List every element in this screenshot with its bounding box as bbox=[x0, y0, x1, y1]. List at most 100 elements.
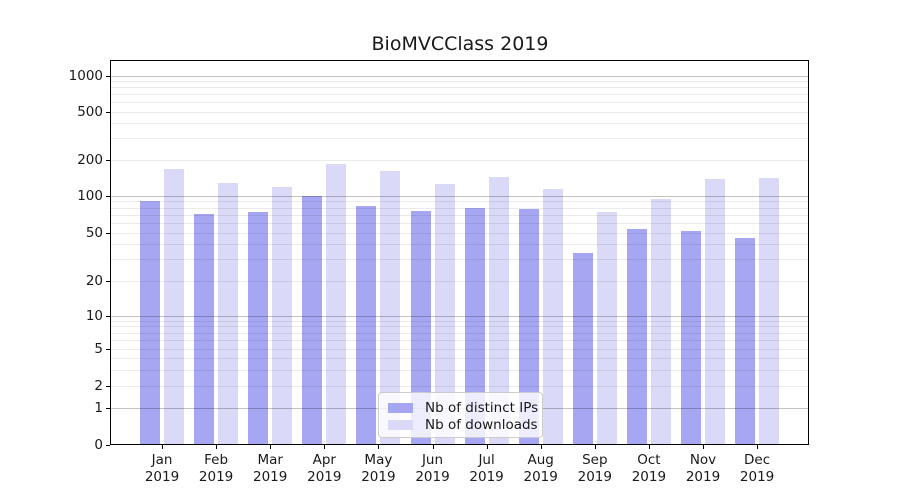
x-label-year: 2019 bbox=[307, 469, 342, 485]
x-axis-tick-label: Oct 2019 bbox=[617, 452, 681, 486]
bar-downloads bbox=[380, 171, 401, 444]
legend-item-distinct-ips: Nb of distinct IPs bbox=[388, 399, 542, 416]
y-tick-mark bbox=[106, 111, 110, 113]
y-axis-tick-label: 50 bbox=[85, 224, 103, 241]
gridline-minor bbox=[111, 102, 808, 103]
y-axis-tick-label: 10 bbox=[85, 307, 103, 324]
x-axis-tick-label: Nov 2019 bbox=[671, 452, 735, 486]
y-tick-mark bbox=[106, 407, 110, 409]
y-tick-mark bbox=[106, 280, 110, 282]
bar-distinct-ips bbox=[302, 195, 323, 444]
bar-distinct-ips bbox=[140, 200, 160, 444]
bar-distinct-ips bbox=[518, 208, 539, 444]
gridline-minor bbox=[111, 333, 808, 334]
bar-downloads bbox=[542, 188, 563, 444]
x-tick-mark bbox=[594, 445, 596, 449]
y-tick-mark bbox=[106, 386, 110, 387]
bar-distinct-ips bbox=[410, 210, 431, 444]
y-axis-tick-label: 100 bbox=[77, 187, 103, 204]
gridline-minor bbox=[111, 112, 808, 113]
y-axis-tick-label: 5 bbox=[94, 341, 103, 357]
x-tick-mark bbox=[648, 445, 650, 449]
y-axis-tick-label: 20 bbox=[85, 272, 103, 289]
bar-downloads bbox=[650, 198, 671, 444]
bar-downloads bbox=[759, 177, 780, 444]
gridline-minor bbox=[111, 340, 808, 341]
bar-distinct-ips bbox=[626, 229, 647, 444]
x-label-month: May bbox=[364, 452, 393, 468]
x-label-year: 2019 bbox=[469, 469, 504, 485]
bar-downloads bbox=[164, 169, 184, 444]
gridline-major bbox=[111, 316, 808, 317]
gridline-minor bbox=[111, 233, 808, 234]
y-tick-mark bbox=[106, 445, 110, 446]
y-tick-mark bbox=[106, 75, 110, 77]
y-tick-mark bbox=[106, 349, 110, 350]
y-axis-tick-label: 500 bbox=[77, 103, 103, 120]
x-axis-tick-label: Dec 2019 bbox=[725, 452, 789, 486]
x-label-month: Sep bbox=[582, 452, 608, 468]
x-tick-mark bbox=[757, 445, 759, 449]
x-label-year: 2019 bbox=[631, 469, 667, 485]
gridline-major bbox=[111, 196, 808, 197]
legend-label-downloads: Nb of downloads bbox=[425, 416, 538, 433]
x-tick-mark bbox=[703, 445, 704, 449]
x-axis-tick-label: Jan 2019 bbox=[130, 452, 194, 486]
x-label-year: 2019 bbox=[739, 469, 775, 485]
bar-distinct-ips bbox=[681, 231, 701, 444]
x-tick-mark bbox=[216, 445, 218, 449]
gridline-minor bbox=[111, 94, 808, 95]
bar-downloads bbox=[705, 178, 725, 444]
bar-distinct-ips bbox=[248, 211, 269, 444]
x-tick-mark bbox=[378, 445, 380, 449]
x-label-year: 2019 bbox=[253, 469, 288, 485]
x-axis-tick-label: Sep 2019 bbox=[563, 452, 627, 486]
gridline-minor bbox=[111, 201, 808, 202]
y-axis-tick-label: 200 bbox=[77, 151, 103, 168]
bar-downloads bbox=[596, 211, 617, 444]
x-label-month: Feb bbox=[204, 452, 229, 468]
x-tick-mark bbox=[540, 445, 542, 449]
gridline-minor bbox=[111, 123, 808, 124]
x-label-month: Nov bbox=[689, 452, 717, 468]
bar-distinct-ips bbox=[464, 207, 485, 444]
gridline-minor bbox=[111, 138, 808, 139]
bar-downloads bbox=[218, 182, 239, 444]
y-axis-tick-label: 0 bbox=[94, 437, 103, 453]
x-label-year: 2019 bbox=[523, 469, 558, 485]
x-label-month: Jul bbox=[478, 452, 495, 468]
x-tick-mark bbox=[162, 445, 163, 449]
gridline-minor bbox=[111, 386, 808, 387]
gridline-minor bbox=[111, 321, 808, 322]
gridline-minor bbox=[111, 370, 808, 371]
x-axis-tick-label: May 2019 bbox=[346, 452, 410, 486]
gridline-major bbox=[111, 76, 808, 77]
gridline-minor bbox=[111, 87, 808, 88]
gridline-minor bbox=[111, 223, 808, 224]
gridline-minor bbox=[111, 349, 808, 350]
bar-downloads bbox=[326, 163, 347, 444]
x-label-month: Mar bbox=[257, 452, 283, 468]
bar-distinct-ips bbox=[572, 252, 593, 444]
x-axis-tick-label: Feb 2019 bbox=[184, 452, 248, 486]
legend: Nb of distinct IPs Nb of downloads bbox=[378, 392, 543, 438]
x-axis-tick-label: Apr 2019 bbox=[292, 452, 356, 486]
legend-swatch-distinct-ips bbox=[388, 402, 413, 413]
x-label-month: Jan bbox=[151, 452, 173, 468]
legend-item-downloads: Nb of downloads bbox=[388, 416, 542, 433]
x-tick-mark bbox=[270, 445, 272, 449]
gridline-minor bbox=[111, 281, 808, 282]
x-tick-mark bbox=[324, 445, 326, 449]
y-tick-mark bbox=[106, 195, 110, 197]
x-label-year: 2019 bbox=[198, 469, 234, 485]
bar-distinct-ips bbox=[735, 238, 756, 444]
gridline-minor bbox=[111, 259, 808, 260]
y-axis-tick-label: 1 bbox=[94, 399, 103, 416]
x-label-year: 2019 bbox=[144, 469, 180, 485]
x-label-year: 2019 bbox=[685, 469, 721, 485]
x-label-year: 2019 bbox=[361, 469, 396, 485]
x-label-month: Dec bbox=[744, 452, 771, 468]
x-axis-tick-label: Jul 2019 bbox=[455, 452, 519, 486]
x-label-month: Apr bbox=[312, 452, 336, 468]
